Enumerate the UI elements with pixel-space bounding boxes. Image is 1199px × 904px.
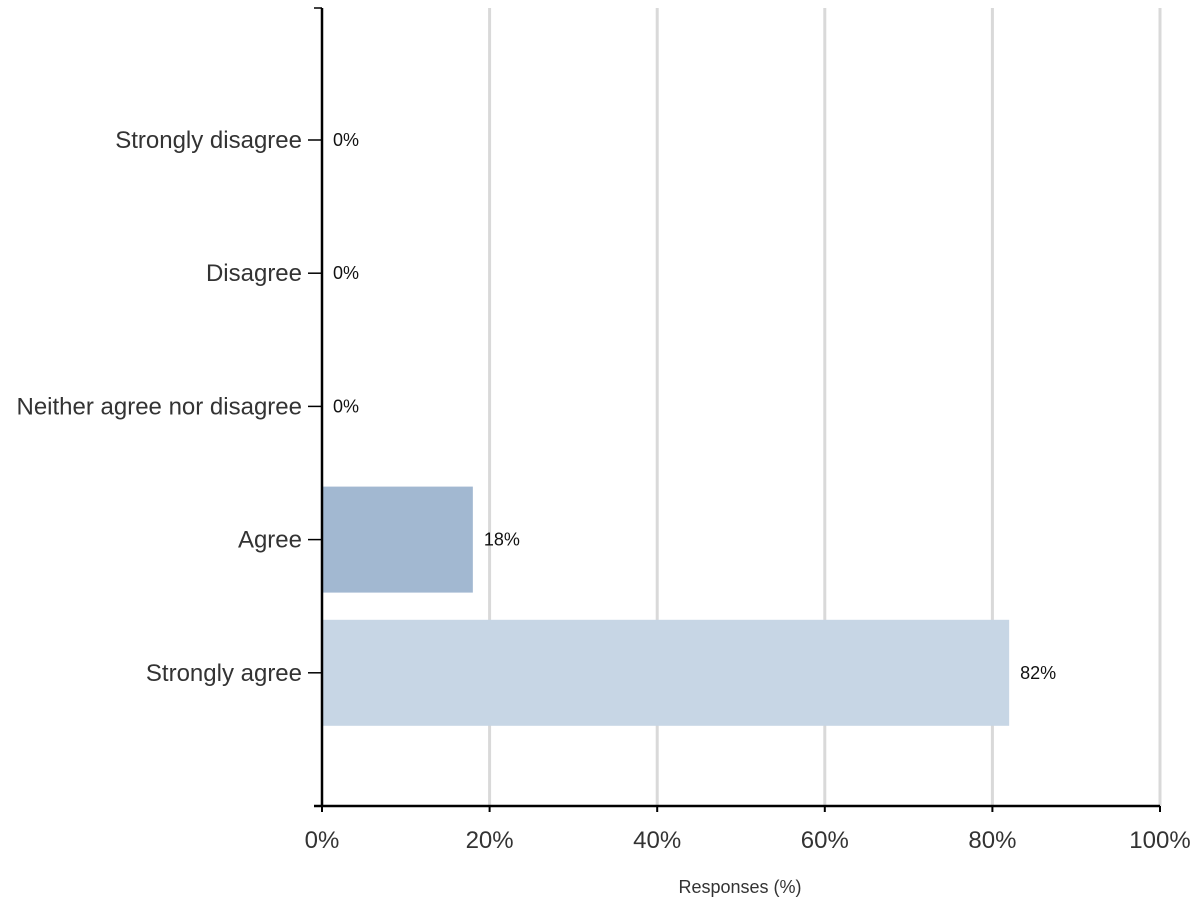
data-label: 0% (333, 263, 359, 283)
data-labels: 0% 0% 0% 18% 82% (333, 130, 1056, 683)
category-labels: Strongly disagree Disagree Neither agree n… (16, 127, 302, 687)
x-axis-title: Responses (%) (678, 877, 801, 897)
x-tick-label: 40% (633, 827, 681, 854)
axes (308, 7, 1161, 812)
category-label: Disagree (206, 260, 302, 287)
x-tick-label: 100% (1129, 827, 1190, 854)
data-label: 0% (333, 396, 359, 416)
category-label: Strongly disagree (115, 127, 302, 154)
data-label: 0% (333, 130, 359, 150)
x-tick-label: 60% (801, 827, 849, 854)
bar (322, 619, 1010, 726)
bars (322, 486, 1010, 726)
category-label: Strongly agree (146, 660, 302, 687)
x-tick-labels: 0% 20% 40% 60% 80% 100% (305, 827, 1191, 854)
x-tick-label: 20% (466, 827, 514, 854)
x-tick-label: 0% (305, 827, 340, 854)
category-label: Neither agree nor disagree (16, 393, 302, 420)
x-tick-label: 80% (968, 827, 1016, 854)
category-label: Agree (238, 527, 302, 554)
data-label: 82% (1020, 663, 1056, 683)
data-label: 18% (484, 530, 520, 550)
bar (322, 486, 473, 593)
